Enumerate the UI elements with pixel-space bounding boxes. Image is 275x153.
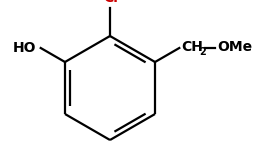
Text: OMe: OMe <box>217 40 252 54</box>
Text: Cl: Cl <box>104 0 119 5</box>
Text: HO: HO <box>13 41 37 55</box>
Text: 2: 2 <box>199 47 206 57</box>
Text: CH: CH <box>181 40 203 54</box>
